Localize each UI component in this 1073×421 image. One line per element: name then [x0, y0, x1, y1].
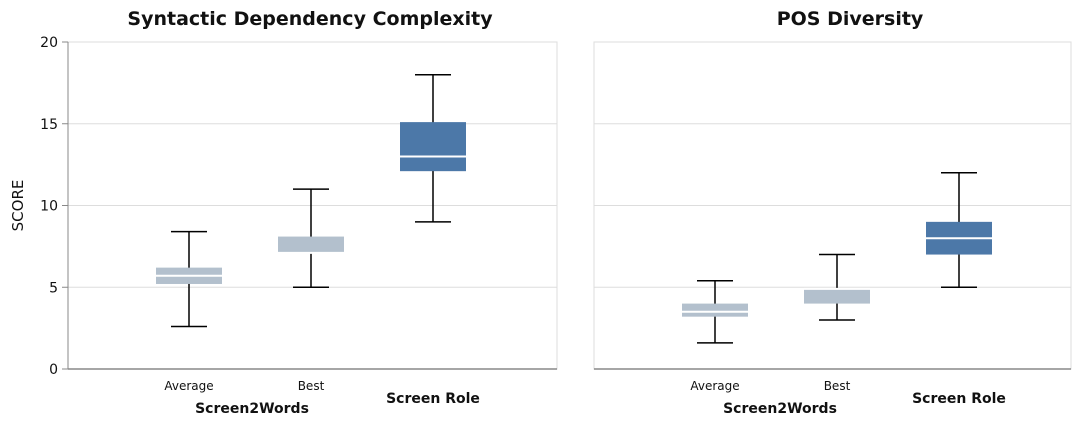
box-iqr	[804, 288, 870, 304]
x-group-label: Screen2Words	[195, 401, 309, 417]
x-group-label: Screen Role	[912, 391, 1006, 407]
y-tick-label: 20	[40, 35, 58, 51]
box-2	[804, 253, 870, 321]
y-axis-label: SCORE	[9, 180, 27, 232]
chart-title: POS Diversity	[777, 8, 924, 30]
box-iqr	[278, 236, 344, 253]
x-category-label: Average	[164, 379, 213, 393]
x-group-label: Screen2Words	[723, 401, 837, 417]
x-category-label: Best	[824, 379, 851, 393]
y-tick-label: 15	[40, 117, 58, 133]
y-tick-label: 5	[49, 280, 58, 296]
box-iqr	[682, 303, 748, 317]
chart-panel-1: 0 5 10 15 20 Syntactic Dependency Complexity S…	[9, 8, 558, 417]
x-category-label: Average	[690, 379, 739, 393]
box-1	[682, 279, 748, 344]
box-2	[278, 188, 344, 288]
y-tick-label: 10	[40, 199, 58, 215]
chart-panel-2: POS Diversity Average Best Screen2Words Scre…	[593, 8, 1072, 417]
box-1	[156, 230, 222, 328]
y-tick-label: 0	[49, 362, 58, 378]
x-group-label: Screen Role	[386, 391, 480, 407]
chart-title: Syntactic Dependency Complexity	[127, 8, 493, 30]
box-iqr	[400, 122, 466, 172]
x-category-label: Best	[298, 379, 325, 393]
box-3	[926, 172, 992, 288]
box-3	[400, 73, 466, 223]
